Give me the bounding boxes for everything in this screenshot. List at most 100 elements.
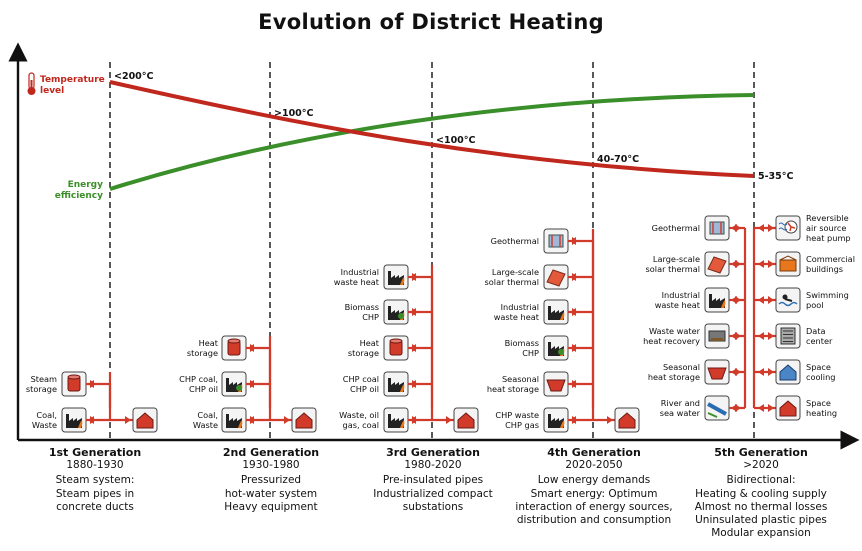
house-icon <box>453 407 479 433</box>
gen-4-years: 2020-2050 <box>565 459 623 472</box>
source-icon <box>704 323 730 349</box>
pipe-arrow <box>446 416 452 424</box>
pipe-arrow <box>88 380 94 388</box>
house-icon <box>614 407 640 433</box>
source-icon <box>543 335 569 361</box>
gen-2-desc-line: Heavy equipment <box>224 500 318 513</box>
source-label: storage <box>348 348 379 358</box>
pipe-arrow <box>570 273 576 281</box>
consumer-icon <box>775 395 801 421</box>
thermometer-icon <box>27 72 36 95</box>
gen-5-name: 5th Generation <box>714 446 808 459</box>
source-label: CHP waste <box>495 410 539 420</box>
source-label: waste heat <box>334 277 380 287</box>
pipe-arrow <box>570 380 576 388</box>
temperature-value: <100°C <box>436 135 476 146</box>
source-label: Waste, oil <box>339 410 379 420</box>
source-label: Waste <box>193 420 218 430</box>
source-icon <box>383 371 409 397</box>
pipe-arrow <box>735 404 741 412</box>
consumer-label: Swimming <box>806 290 849 300</box>
source-label: Waste <box>32 420 57 430</box>
source-label: CHP <box>362 312 379 322</box>
pipe-arrow <box>735 296 741 304</box>
source-icon <box>704 251 730 277</box>
source-label: heat storage <box>487 384 539 394</box>
source-label: Seasonal <box>502 374 539 384</box>
source-icon <box>221 371 247 397</box>
source-label: Heat <box>360 338 380 348</box>
pipe-arrow <box>410 344 416 352</box>
diagram-title: Evolution of District Heating <box>258 10 604 34</box>
pipe-arrow <box>758 332 764 340</box>
gen-1-name: 1st Generation <box>48 446 142 459</box>
gen-2-desc-line: hot-water system <box>224 487 318 500</box>
source-label: waste heat <box>655 300 701 310</box>
pipe-arrow <box>735 332 741 340</box>
source-icon <box>704 395 730 421</box>
temperature-curve <box>109 80 755 178</box>
source-label: Industrial <box>341 267 379 277</box>
source-icon <box>383 335 409 361</box>
pipe-arrow <box>248 416 254 424</box>
gen-3-desc-line: Industrialized compact <box>373 487 493 500</box>
source-label: CHP coal, <box>179 374 218 384</box>
consumer-label: Reversible <box>806 213 849 223</box>
pipe-arrow <box>768 368 774 376</box>
pipe-arrow <box>758 296 764 304</box>
pipe-arrow <box>570 344 576 352</box>
source-icon <box>543 228 569 254</box>
gen-3-desc-line: Pre-insulated pipes <box>382 474 484 487</box>
pipe-arrow <box>88 416 94 424</box>
source-label: Industrial <box>501 302 539 312</box>
source-label: Large-scale <box>653 254 700 264</box>
gen-3-years: 1980-2020 <box>404 459 462 472</box>
gen-2-caption: 2nd Generation 1930-1980 Pressurized hot… <box>196 446 346 514</box>
source-icon <box>221 407 247 433</box>
temperature-value: 40-70°C <box>597 154 639 165</box>
pipe-arrow <box>410 380 416 388</box>
source-icon <box>383 299 409 325</box>
source-label: heat recovery <box>643 336 700 346</box>
consumer-label: buildings <box>806 264 843 274</box>
pipe-arrow <box>758 224 764 232</box>
source-label: Seasonal <box>663 362 700 372</box>
consumer-label: center <box>806 336 833 346</box>
house-icon <box>132 407 158 433</box>
pipe-arrow <box>735 260 741 268</box>
pipe-arrow <box>607 416 613 424</box>
house-icon <box>291 407 317 433</box>
pipe-arrow <box>768 332 774 340</box>
temperature-level-label: Temperature <box>40 75 105 85</box>
consumer-label: Space <box>806 362 831 372</box>
gen-4-desc-line: Smart energy: Optimum <box>530 487 658 500</box>
gen-1-years: 1880-1930 <box>66 459 124 472</box>
consumer-label: heating <box>806 408 837 418</box>
pipe-arrow <box>758 368 764 376</box>
source-label: Large-scale <box>492 267 539 277</box>
pipe-arrow <box>570 308 576 316</box>
temperature-value: 5-35°C <box>758 171 794 182</box>
source-icon <box>704 359 730 385</box>
pipe-arrow <box>248 344 254 352</box>
pipe-arrow <box>410 416 416 424</box>
consumer-icon <box>775 215 801 241</box>
gen-5-desc-line: Almost no thermal losses <box>694 500 828 513</box>
source-icon <box>543 264 569 290</box>
source-label: heat storage <box>648 372 700 382</box>
source-label: solar thermal <box>646 264 700 274</box>
gen-5-caption: 5th Generation >2020 Bidirectional: Heat… <box>676 446 846 540</box>
source-label: Biomass <box>345 302 379 312</box>
consumer-icon <box>775 359 801 385</box>
gen-1-desc-line: Steam system: <box>55 474 135 487</box>
source-label: Industrial <box>662 290 700 300</box>
source-icon <box>543 371 569 397</box>
consumer-icon <box>775 251 801 277</box>
temperature-level-label: level <box>40 86 64 96</box>
source-icon <box>383 264 409 290</box>
consumer-icon <box>775 287 801 313</box>
